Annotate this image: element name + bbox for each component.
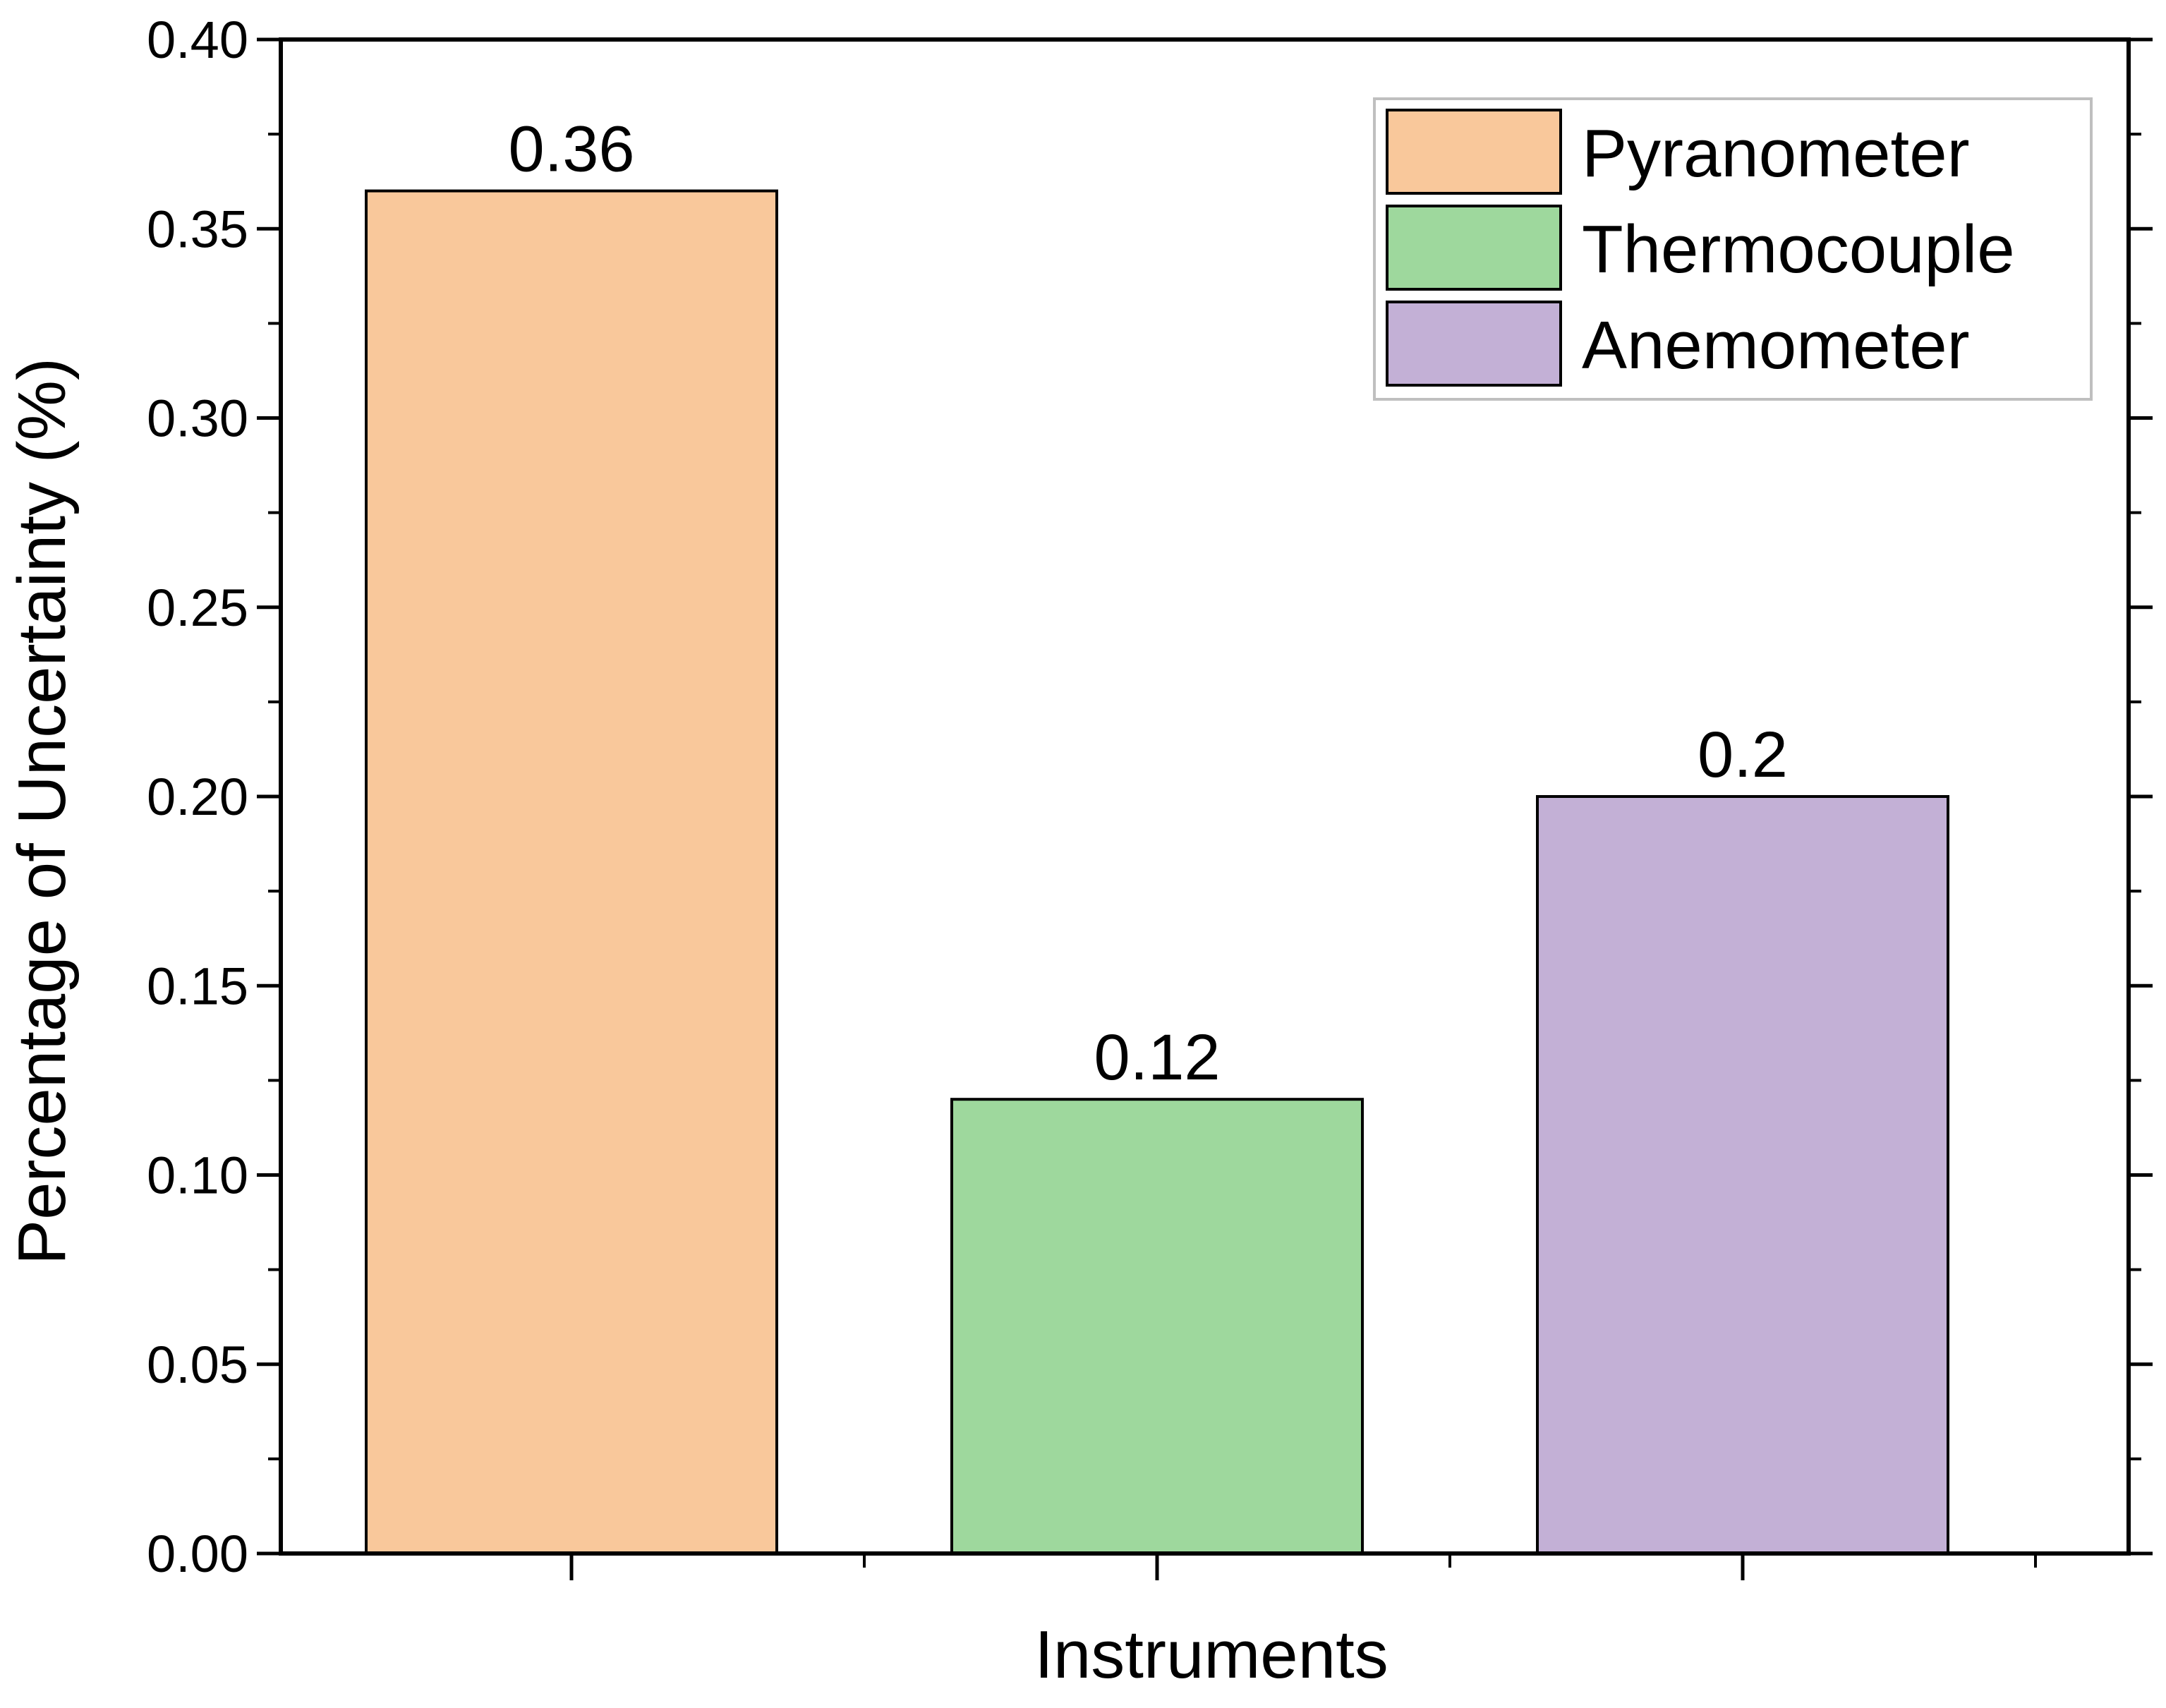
legend: Pyranometer Thermocouple Anemometer <box>1373 97 2093 401</box>
y-tick-label: 0.10 <box>147 1146 248 1205</box>
x-axis-ticks <box>569 1553 2037 1580</box>
bar-thermocouple <box>950 1098 1364 1555</box>
legend-swatch-thermocouple <box>1386 205 1562 291</box>
bar-anemometer <box>1536 795 1949 1555</box>
x-axis-title: Instruments <box>1034 1617 1388 1692</box>
legend-label-pyranometer: Pyranometer <box>1582 116 1970 191</box>
y-tick-label: 0.15 <box>147 957 248 1015</box>
data-label-thermocouple: 0.12 <box>1094 1022 1220 1094</box>
y-tick-label: 0.00 <box>147 1525 248 1583</box>
plot-frame <box>279 37 2131 1556</box>
y-tick-label: 0.05 <box>147 1335 248 1394</box>
bars <box>365 189 1949 1556</box>
y-axis-ticks: 0.00 0.05 0.10 0.15 0.20 0.25 0.30 0.35 0.40 <box>147 11 2153 1583</box>
data-labels: 0.36 0.12 0.2 <box>508 114 1787 1094</box>
legend-label-anemometer: Anemometer <box>1582 308 1970 383</box>
data-label-anemometer: 0.2 <box>1698 719 1788 791</box>
y-tick-label: 0.35 <box>147 200 248 258</box>
y-tick-label: 0.30 <box>147 389 248 448</box>
legend-swatch-anemometer <box>1386 301 1562 387</box>
legend-label-thermocouple: Thermocouple <box>1582 212 2015 287</box>
y-tick-label: 0.40 <box>147 11 248 69</box>
y-tick-label: 0.25 <box>147 579 248 637</box>
bar-pyranometer <box>365 189 778 1556</box>
data-label-pyranometer: 0.36 <box>508 114 634 186</box>
y-axis-title: Percentage of Uncertainty (%) <box>4 358 80 1265</box>
y-tick-label: 0.20 <box>147 768 248 826</box>
legend-swatch-pyranometer <box>1386 109 1562 195</box>
